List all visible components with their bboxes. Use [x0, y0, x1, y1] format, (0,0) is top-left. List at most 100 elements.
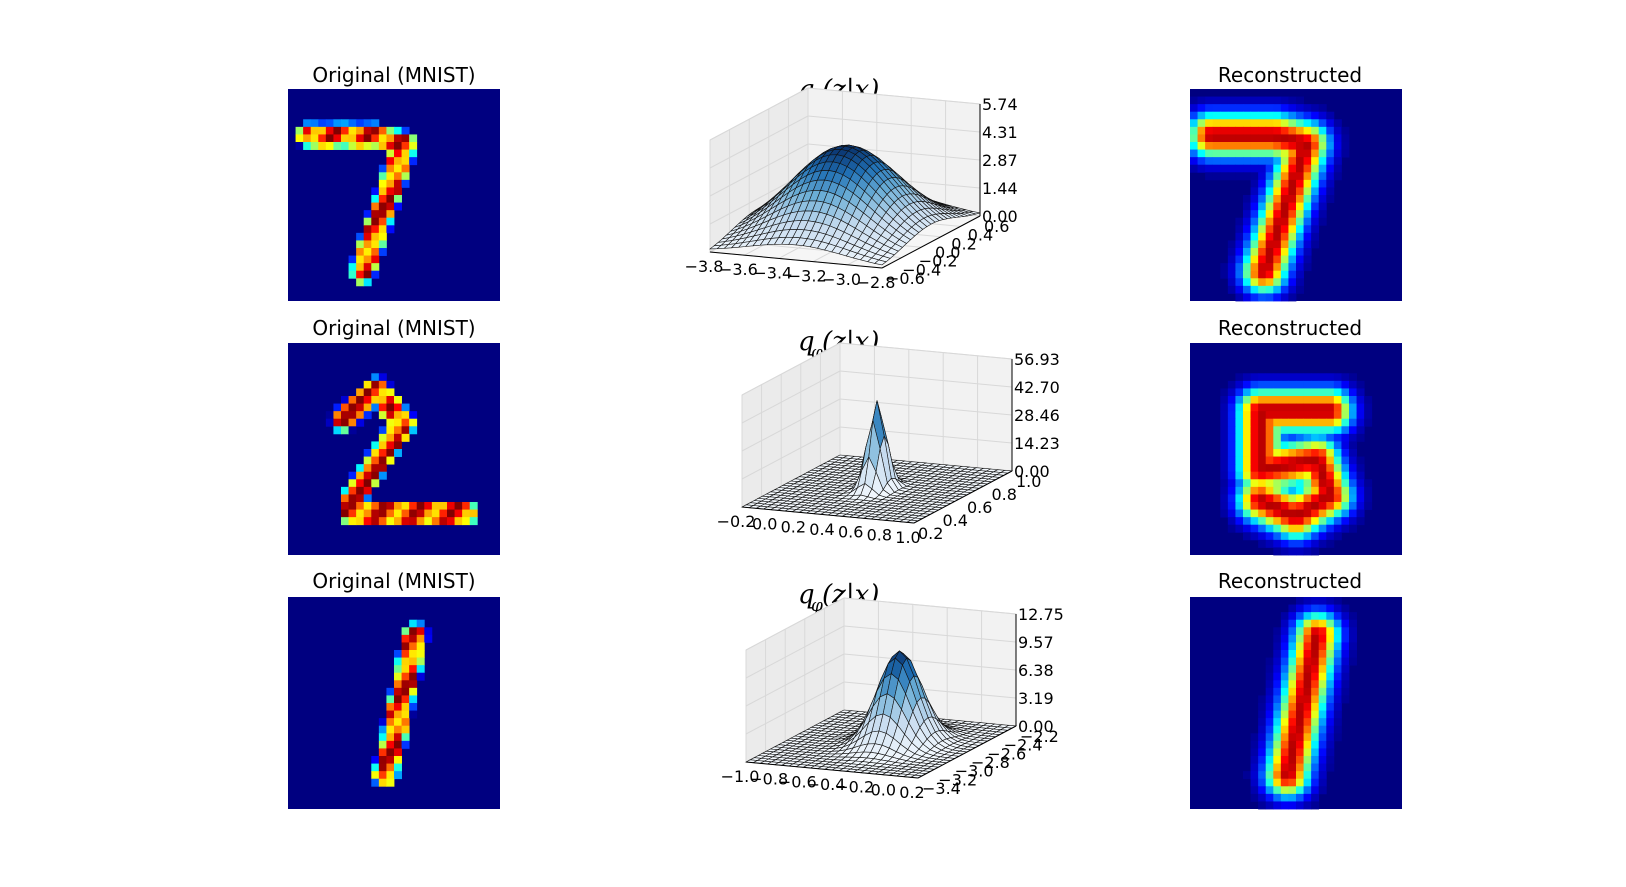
pixel-cell [1235, 479, 1244, 488]
pixel-cell [1288, 418, 1297, 427]
panel-title: Original (MNIST) [312, 316, 475, 340]
z-tick-label: 42.70 [1014, 378, 1060, 397]
pixel-cell [341, 134, 349, 143]
pixel-cell [1311, 202, 1320, 211]
pixel-cell [1364, 403, 1373, 412]
pixel-cell [1250, 532, 1259, 541]
pixel-cell [1333, 441, 1342, 450]
pixel-cell [1258, 740, 1267, 749]
pixel-cell [1318, 418, 1327, 427]
grid-line [741, 398, 841, 452]
pixel-cell [386, 126, 395, 135]
pixel-cell [1288, 703, 1297, 711]
pixel-cell [1243, 285, 1251, 294]
pixel-cell [1273, 202, 1282, 211]
pixel-cell [1243, 373, 1251, 382]
pixel-cell [1258, 763, 1267, 772]
pixel-cell [401, 149, 410, 158]
pixel-cell [318, 126, 327, 135]
pixel-cell [1258, 134, 1267, 143]
pixel-cell [1326, 539, 1335, 548]
pixel-cell [1311, 456, 1320, 465]
pixel-cell [1333, 680, 1342, 689]
pixel-cell [378, 433, 387, 442]
pixel-cell [1235, 285, 1244, 294]
pixel-cell [1311, 164, 1320, 173]
pixel-cell [363, 119, 372, 128]
pixel-cell [401, 642, 410, 651]
pixel-cell [1227, 240, 1236, 249]
pixel-cell [1235, 142, 1244, 150]
pixel-cell [1364, 502, 1373, 510]
pixel-cell [356, 479, 365, 488]
pixel-cell [1333, 380, 1342, 389]
pixel-cell [1333, 418, 1342, 427]
pixel-cell [401, 164, 410, 173]
pixel-cell [1303, 756, 1312, 764]
pixel-cell [1303, 187, 1312, 196]
pixel-cell [1303, 248, 1312, 256]
pixel-cell [1258, 104, 1267, 113]
pixel-cell [363, 388, 372, 397]
pixel-cell [1265, 479, 1274, 488]
pixel-cell [1258, 710, 1267, 719]
pixel-cell [1333, 149, 1342, 158]
pixel-cell [1265, 517, 1274, 526]
pixel-cell [1303, 672, 1312, 681]
pixel-cell [1258, 388, 1267, 397]
pixel-cell [1303, 502, 1312, 510]
pixel-cell [394, 126, 402, 135]
pixel-cell [1311, 672, 1320, 681]
pixel-cell [1303, 456, 1312, 465]
z-tick-label: 6.38 [1018, 661, 1054, 680]
pixel-cell [1273, 509, 1282, 518]
pixel-cell [1356, 456, 1365, 465]
pixel-cell [1273, 524, 1282, 533]
pixel-cell [1220, 464, 1229, 473]
pixel-cell [409, 657, 418, 666]
pixel-cell [1258, 403, 1267, 412]
pixel-cell [1296, 532, 1304, 541]
pixel-cell [1190, 96, 1198, 105]
pixel-cell [454, 502, 463, 510]
pixel-cell [386, 202, 395, 211]
pixel-cell [1311, 604, 1320, 613]
pixel-cell [1296, 278, 1304, 287]
pixel-cell [363, 278, 372, 287]
pixel-cell [386, 195, 395, 203]
pixel-cell [1265, 687, 1274, 696]
grid-line [745, 653, 845, 707]
pixel-cell [1326, 740, 1335, 749]
pixel-cell [1265, 225, 1274, 234]
pixel-cell [1220, 388, 1229, 397]
pixel-cell [1311, 418, 1320, 427]
pixel-cell [1265, 786, 1274, 795]
x-tick-label: −3.8 [685, 257, 724, 276]
pixel-cell [1243, 225, 1251, 234]
pixel-cell [1333, 703, 1342, 711]
pixel-cell [378, 502, 387, 510]
pixel-cell [1318, 217, 1327, 226]
posterior-surface-plot: −0.20.0 0.2 0.4 0.6 0.8 1.00.20.40.60.81.00.0… [717, 342, 1060, 547]
pixel-cell [1318, 502, 1327, 510]
pixel-cell [1341, 403, 1350, 412]
pixel-cell [1265, 793, 1274, 802]
pixel-cell [1318, 411, 1327, 420]
pixel-cell [1250, 255, 1259, 264]
pixel-cell [1265, 486, 1274, 495]
pixel-cell [1265, 494, 1274, 503]
pixel-cell [1296, 604, 1304, 613]
x-tick-label: −0.8 [749, 770, 788, 789]
pixel-cell [363, 411, 372, 420]
pixel-cell [363, 380, 372, 389]
pixel-cell [1250, 202, 1259, 211]
pixel-cell [1265, 672, 1274, 681]
pixel-cell [1349, 411, 1357, 420]
pixel-cell [394, 433, 402, 442]
pixel-cell [1250, 111, 1259, 120]
pixel-cell [1311, 547, 1320, 556]
pixel-cell [371, 471, 380, 480]
pixel-cell [1265, 396, 1274, 404]
pixel-cell [401, 157, 410, 166]
pixel-cell [1311, 502, 1320, 510]
